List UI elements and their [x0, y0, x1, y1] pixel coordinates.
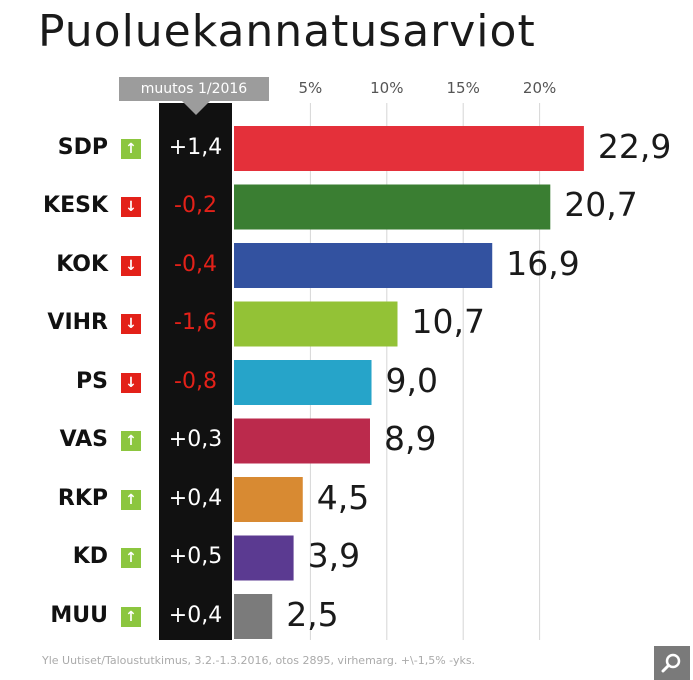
bar-kd [234, 535, 294, 581]
party-label-kesk: KESK [43, 193, 108, 218]
bar-vas [234, 418, 370, 464]
change-value: -0,4 [174, 251, 217, 277]
arrow-up-icon: ↑ [121, 138, 141, 159]
bar-sdp [234, 126, 584, 171]
source-note: Yle Uutiset/Taloustutkimus, 3.2.-1.3.201… [42, 654, 476, 667]
tick-label: 20% [522, 79, 557, 97]
change-header-pointer [182, 101, 210, 115]
bar-rkp [234, 477, 303, 522]
bar-ps [234, 360, 372, 405]
tick-label: 5% [298, 79, 323, 97]
change-value: -1,6 [174, 310, 217, 335]
tick-label: 15% [446, 79, 480, 97]
change-value: +0,4 [168, 602, 223, 628]
party-label-sdp: SDP [57, 134, 108, 160]
change-value: -0,8 [174, 368, 217, 394]
value-label: 4,5 [316, 477, 370, 517]
change-value: +0,4 [168, 485, 223, 511]
arrow-up-icon: ↑ [121, 431, 141, 451]
change-header: muutos 1/2016 [119, 77, 269, 101]
magnifier-icon [661, 653, 681, 673]
value-label: 2,5 [286, 594, 339, 634]
arrow-up-icon: ↑ [121, 489, 141, 510]
value-label: 16,9 [506, 243, 580, 283]
bar-muu [234, 594, 273, 639]
party-label-vihr: VIHR [47, 310, 108, 335]
arrow-down-icon: ↓ [121, 372, 141, 393]
value-label: 3,9 [307, 536, 361, 575]
arrow-down-icon: ↓ [121, 197, 141, 217]
tick-label: 10% [370, 79, 404, 97]
change-value: +1,4 [168, 134, 223, 160]
arrow-up-icon: ↑ [121, 606, 141, 627]
value-label: 8,9 [383, 419, 437, 458]
value-label: 10,7 [411, 302, 485, 341]
party-label-kd: KD [72, 544, 108, 569]
party-label-muu: MUU [50, 602, 108, 628]
party-label-ps: PS [76, 368, 108, 394]
arrow-down-icon: ↓ [121, 255, 141, 276]
chart-title: Puoluekannatusarviot [38, 6, 536, 57]
party-label-kok: KOK [56, 251, 108, 277]
arrow-down-icon: ↓ [121, 314, 141, 334]
bar-kesk [234, 184, 551, 230]
change-value: -0,2 [174, 193, 217, 218]
zoom-button[interactable] [654, 646, 690, 680]
value-label: 9,0 [385, 360, 438, 400]
change-column [159, 103, 232, 640]
change-value: +0,5 [168, 544, 223, 569]
value-label: 20,7 [564, 185, 638, 224]
arrow-up-icon: ↑ [121, 548, 141, 568]
change-value: +0,3 [168, 427, 223, 452]
value-label: 22,9 [597, 126, 672, 166]
party-label-vas: VAS [59, 427, 108, 452]
bar-kok [234, 243, 493, 288]
bar-vihr [234, 301, 398, 347]
party-label-rkp: RKP [57, 485, 108, 511]
